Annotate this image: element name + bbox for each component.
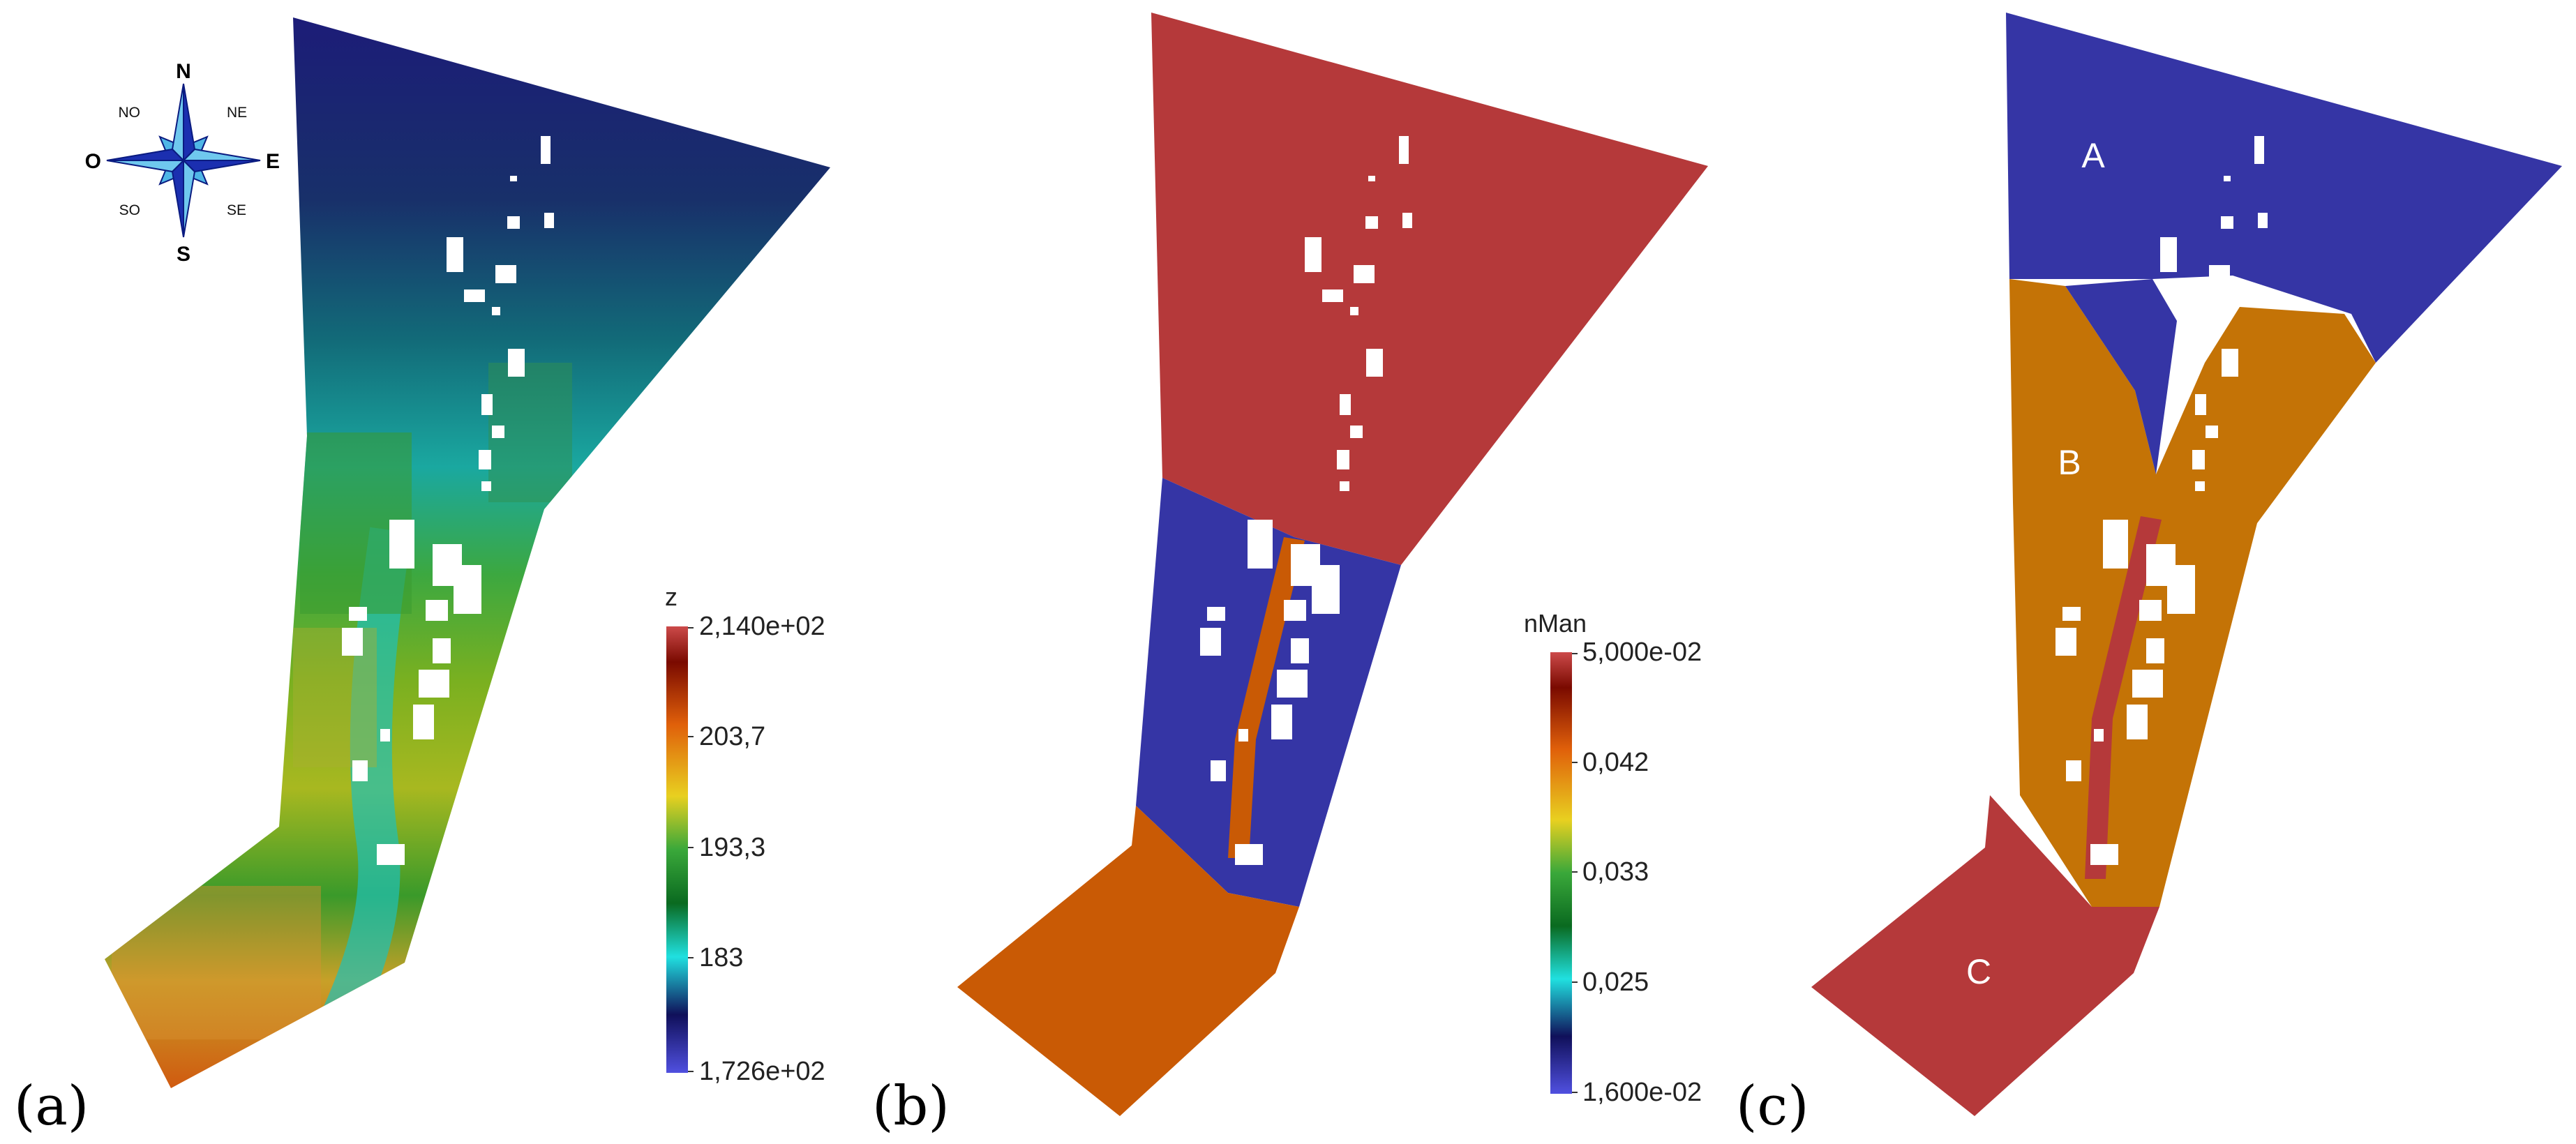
panel-label-a: (a): [14, 1075, 89, 1138]
legend-nman-colorbar: [1550, 652, 1572, 1094]
legend-nman-tick-3: 0,025: [1582, 968, 1649, 997]
legend-z-colorbar: [666, 626, 688, 1073]
compass-point-north: [183, 83, 196, 163]
legend-z: z 2,140e+02 203,7 193,3 183 1,726e+02: [665, 582, 825, 1086]
legend-nman-tick-0: 5,000e-02: [1582, 638, 1702, 667]
zone-a-c: [2006, 13, 2562, 363]
zone-label-c: C: [1966, 952, 1991, 991]
panel-label-b: (b): [872, 1075, 950, 1138]
legend-nman-tick-1: 0,042: [1582, 748, 1649, 777]
legend-z-tick-2: 193,3: [699, 833, 765, 862]
zone-red-b: [1151, 13, 1708, 565]
compass-label-southeast: SE: [227, 202, 246, 218]
legend-z-tick-1: 203,7: [699, 722, 765, 751]
legend-nman: nMan 5,000e-02 0,042 0,033 0,025 1,600e-…: [1524, 609, 1702, 1107]
compass-point-west: [106, 148, 186, 161]
legend-z-title: z: [665, 582, 677, 611]
compass-label-northwest: NO: [119, 105, 141, 121]
compass-point-south: [171, 158, 184, 238]
legend-nman-tick-4: 1,600e-02: [1582, 1078, 1702, 1107]
panel-c: A B C (c): [1736, 13, 2562, 1138]
compass-label-south: S: [177, 243, 190, 266]
terrain-domain: [105, 17, 830, 1088]
terrain-map: [105, 17, 830, 1088]
compass-rose: N S E O NE NO SE SO: [85, 60, 280, 266]
zone-orange-b: [957, 806, 1299, 1116]
legend-nman-title: nMan: [1524, 609, 1587, 638]
legend-z-tick-4: 1,726e+02: [699, 1057, 825, 1086]
compass-label-northeast: NE: [227, 105, 247, 121]
compass-label-east: E: [266, 150, 280, 173]
legend-z-tick-0: 2,140e+02: [699, 612, 825, 641]
compass-label-north: N: [176, 60, 191, 83]
panel-label-c: (c): [1736, 1075, 1809, 1138]
panel-a: N S E O NE NO SE SO z 2,140e+02 203,7 19…: [14, 17, 830, 1138]
legend-z-tick-3: 183: [699, 943, 743, 972]
compass-point-east: [181, 160, 261, 173]
compass-label-west: O: [85, 150, 101, 173]
zone-blue-channel-c: [2065, 279, 2177, 474]
zone-c-c: [1811, 795, 2159, 1116]
legend-nman-tick-2: 0,033: [1582, 857, 1649, 887]
river-channel-c: [2085, 516, 2162, 879]
zone-label-b: B: [2058, 443, 2081, 482]
compass-label-southwest: SO: [119, 202, 140, 218]
zone-label-a: A: [2081, 136, 2105, 175]
panel-b: nMan 5,000e-02 0,042 0,033 0,025 1,600e-…: [872, 13, 1708, 1138]
